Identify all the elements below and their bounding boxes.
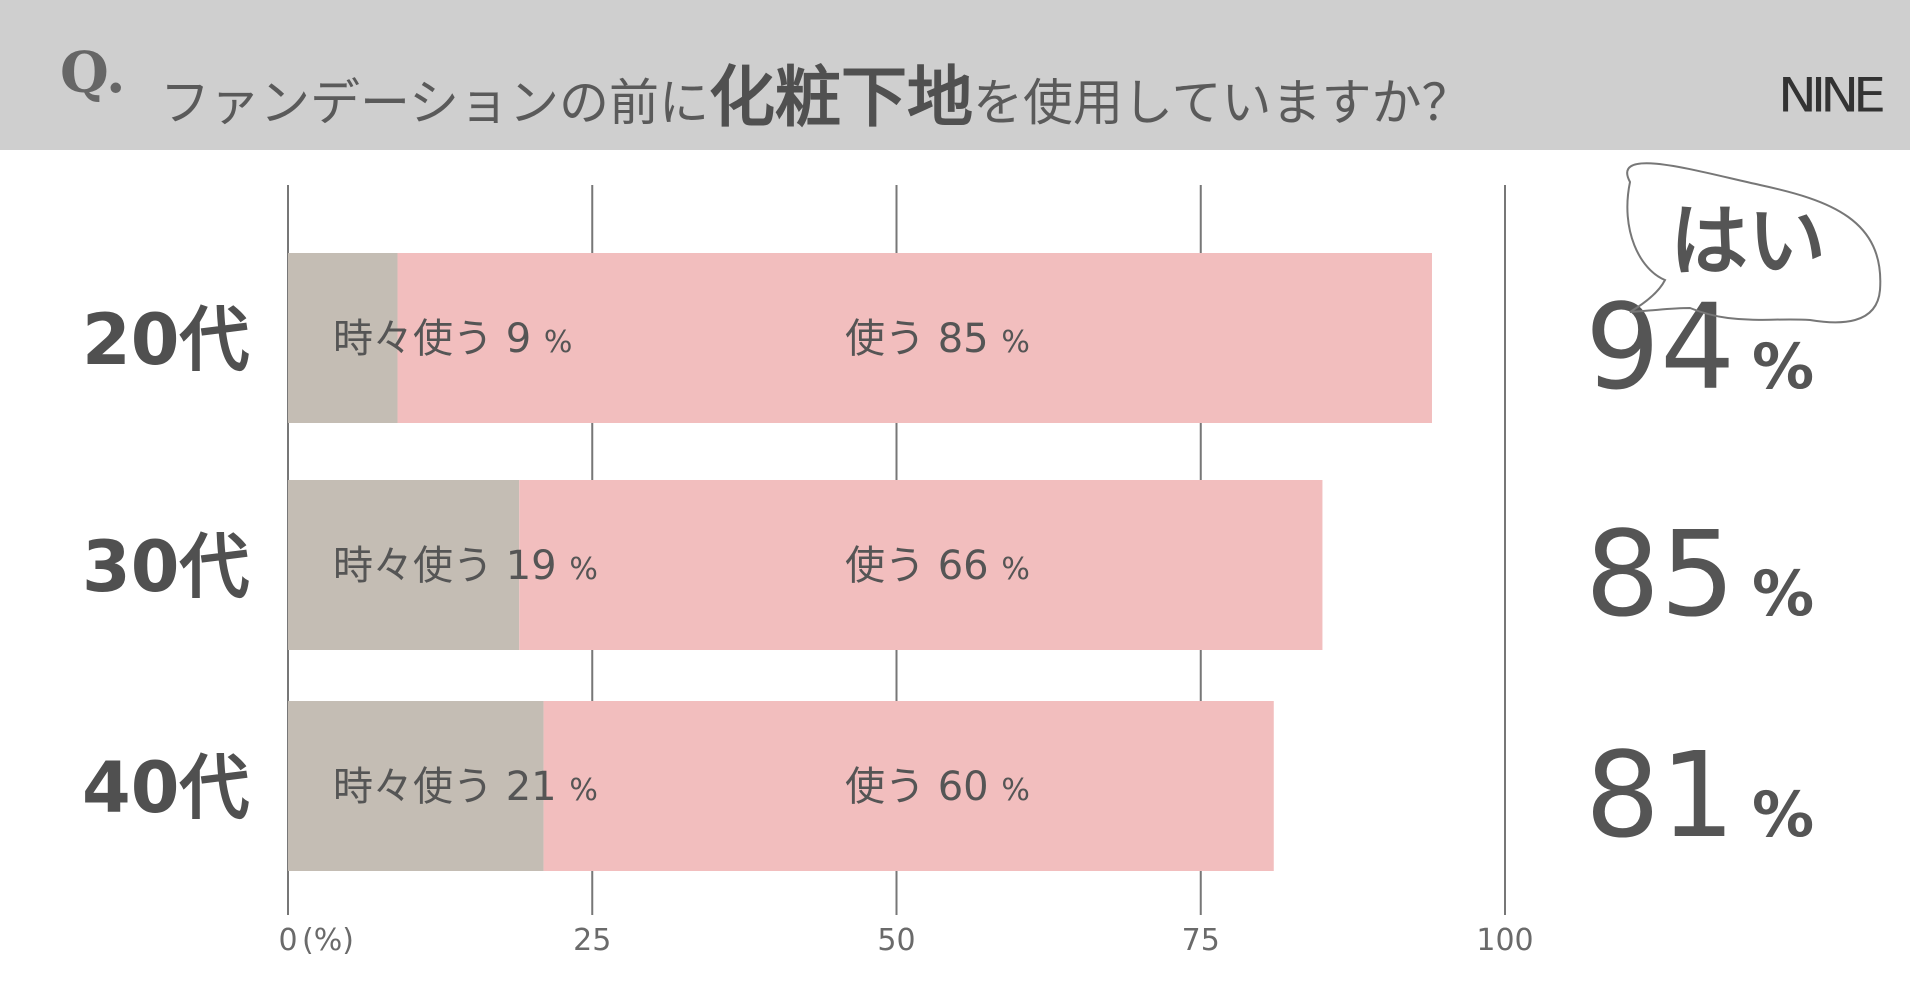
total-value: 85	[1585, 505, 1735, 643]
total-percent-sign: %	[1752, 778, 1814, 851]
total-percent-sign: %	[1752, 330, 1814, 403]
x-tick-label: 75	[1182, 923, 1220, 958]
question-bold: 化粧下地	[709, 59, 973, 136]
speech-bubble-outline	[1626, 162, 1882, 324]
x-tick-label: 0	[278, 923, 297, 958]
category-label: 40代	[82, 747, 249, 829]
category-label: 20代	[82, 299, 249, 381]
question-pre: ファンデーションの前に	[160, 74, 709, 132]
bar-segment	[397, 253, 1432, 423]
segment-label: 使う 85 %	[845, 316, 1030, 362]
total-value: 81	[1585, 726, 1735, 864]
bar-segment	[288, 253, 398, 423]
bar-segment	[288, 480, 520, 650]
total-value: 94	[1585, 278, 1735, 416]
question-post: を使用していますか？	[973, 74, 1472, 132]
yes-speech-bubble: はい	[1626, 162, 1882, 324]
question-text: ファンデーションの前に化粧下地を使用していますか？	[160, 44, 1472, 140]
segment-label: 使う 60 %	[845, 764, 1030, 810]
segment-label: 時々使う 9 %	[333, 316, 572, 362]
question-mark: Q.	[60, 40, 126, 106]
labels: 0 25 50 75 100(%)20代 時々使う 9 % 使う 85 % 94 %30代 時々使…	[82, 278, 1814, 958]
category-label: 30代	[82, 526, 249, 608]
total-percent-sign: %	[1752, 557, 1814, 630]
x-tick-label: 25	[573, 923, 611, 958]
yes-label: はい	[1670, 197, 1826, 287]
bar-segment	[543, 701, 1274, 871]
segment-label: 時々使う 21 %	[333, 764, 598, 810]
segment-label: 時々使う 19 %	[333, 543, 598, 589]
segment-label: 使う 66 %	[845, 543, 1030, 589]
stacked-bar-chart: 0 25 50 75 100(%)20代 時々使う 9 % 使う 85 % 94 %30代 時々使…	[82, 162, 1882, 958]
x-unit-label: (%)	[302, 923, 354, 958]
brand-logo: NINE	[1778, 69, 1886, 123]
header-bar: Q. ファンデーションの前に化粧下地を使用していますか？ NINE	[0, 0, 1910, 150]
x-tick-label: 50	[877, 923, 915, 958]
bar-segment	[519, 480, 1323, 650]
x-tick-label: 100	[1476, 923, 1533, 958]
bar-segment	[288, 701, 544, 871]
bars	[288, 253, 1432, 871]
